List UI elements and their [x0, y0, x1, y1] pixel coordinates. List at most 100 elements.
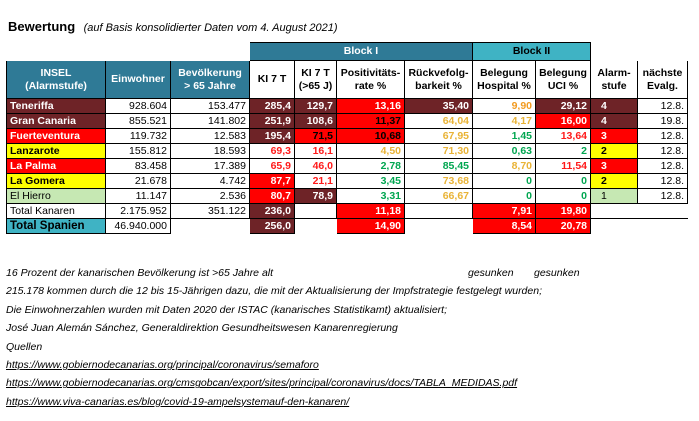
block-1-label: Block I [249, 42, 473, 61]
total-kanaren-hosp: 7,91 [472, 203, 536, 219]
source-link-tabla-medidas[interactable]: https://www.gobiernodecanarias.org/cmsgo… [6, 377, 518, 390]
total-kanaren-empty [294, 203, 337, 219]
cell-einwohner: 855.521 [105, 113, 171, 129]
cell-alarmstufe: 3 [590, 158, 638, 174]
total-spanien-empty [295, 219, 337, 234]
cell-hosp: 0 [472, 188, 536, 204]
total-kanaren-label: Total Kanaren [6, 203, 106, 219]
cell-einwohner: 155.812 [105, 143, 171, 159]
total-kanaren-empty [590, 203, 638, 219]
total-spanien-empty [405, 219, 473, 234]
cell-insel: La Gomera [6, 173, 106, 189]
cell-eval: 12.8. [637, 188, 688, 204]
total-spanien-label: Total Spanien [6, 218, 106, 234]
cell-alarmstufe: 2 [590, 143, 638, 159]
block-2-label: Block II [472, 42, 591, 61]
cell-ki7t65: 21,1 [294, 173, 337, 189]
cell-rueckverfolg: 85,45 [404, 158, 473, 174]
cell-hosp: 1,45 [472, 128, 536, 144]
cell-hosp: 8,70 [472, 158, 536, 174]
total-kanaren-ki7t: 236,0 [249, 203, 295, 219]
cell-rueckverfolg: 35,40 [404, 98, 473, 114]
cell-ki7t: 80,7 [249, 188, 295, 204]
cell-uci: 0 [535, 188, 591, 204]
total-kanaren-uci: 19,80 [535, 203, 591, 219]
table-row: El Hierro 11.147 2.536 80,7 78,9 3,31 66… [6, 188, 688, 204]
cell-bev65: 4.742 [170, 173, 250, 189]
cell-eval: 12.8. [637, 98, 688, 114]
cell-einwohner: 119.732 [105, 128, 171, 144]
cell-ki7t: 87,7 [249, 173, 295, 189]
cell-rueckverfolg: 66,67 [404, 188, 473, 204]
cell-eval: 12.8. [637, 158, 688, 174]
col-rueckverfolg: Rückvefolg-barkeit % [404, 60, 473, 99]
table-row: La Gomera 21.678 4.742 87,7 21,1 3,45 73… [6, 173, 688, 189]
col-belegung-hosp: Belegung Hospital % [472, 60, 536, 99]
cell-alarmstufe: 3 [590, 128, 638, 144]
cell-ki7t: 65,9 [249, 158, 295, 174]
cell-ki7t: 285,4 [249, 98, 295, 114]
source-link-semaforo[interactable]: https://www.gobiernodecanarias.org/princ… [6, 358, 319, 371]
table-row: La Palma 83.458 17.389 65,9 46,0 2,78 85… [6, 158, 688, 174]
cell-alarmstufe: 4 [590, 98, 638, 114]
cell-hosp: 9,90 [472, 98, 536, 114]
note-gesunken-hosp: gesunken [468, 267, 514, 279]
note-line-2: 215.178 kommen durch die 12 bis 15-Jähri… [6, 285, 542, 298]
col-belegung-uci: Belegung UCI % [535, 60, 591, 99]
cell-uci: 11,54 [535, 158, 591, 174]
block-spacer-right [591, 43, 688, 61]
cell-hosp: 4,17 [472, 113, 536, 129]
col-einwohner: Einwohner [105, 60, 171, 99]
total-spanien-einwohner: 46.940.000 [105, 218, 171, 234]
cell-alarmstufe: 2 [590, 173, 638, 189]
cell-bev65: 141.802 [170, 113, 250, 129]
cell-ki7t65: 108,6 [294, 113, 337, 129]
table-row: Fuerteventura 119.732 12.583 195,4 71,5 … [6, 128, 688, 144]
cell-uci: 29,12 [535, 98, 591, 114]
cell-positivitaet: 3,45 [336, 173, 405, 189]
cell-insel: La Palma [6, 158, 106, 174]
column-header-row: INSEL (Alarmstufe) Einwohner Bevölkerung… [6, 60, 688, 99]
note-sources-heading: Quellen [6, 340, 43, 353]
cell-bev65: 153.477 [170, 98, 250, 114]
cell-rueckverfolg: 67,95 [404, 128, 473, 144]
cell-alarmstufe: 4 [590, 113, 638, 129]
cell-bev65: 18.593 [170, 143, 250, 159]
cell-uci: 0 [535, 173, 591, 189]
cell-ki7t: 69,3 [249, 143, 295, 159]
block-spacer [7, 43, 250, 61]
block-header-row: Block I Block II [7, 42, 688, 61]
cell-eval: 12.8. [637, 173, 688, 189]
cell-insel: Fuerteventura [6, 128, 106, 144]
source-link-viva-canarias[interactable]: https://www.viva-canarias.es/blog/covid-… [6, 395, 350, 408]
cell-rueckverfolg: 73,68 [404, 173, 473, 189]
col-positivitaet: Positivitäts-rate % [336, 60, 405, 99]
cell-rueckverfolg: 71,30 [404, 143, 473, 159]
total-spanien-row: Total Spanien 46.940.000 256,0 14,90 8,5… [6, 218, 688, 234]
col-insel: INSEL (Alarmstufe) [6, 60, 106, 99]
total-spanien-hosp: 8,54 [472, 218, 536, 234]
table-row: Lanzarote 155.812 18.593 69,3 16,1 4,50 … [6, 143, 688, 159]
cell-hosp: 0 [472, 173, 536, 189]
col-ki7t65: KI 7 T (>65 J) [294, 60, 337, 99]
cell-positivitaet: 13,16 [336, 98, 405, 114]
total-spanien-empty [638, 219, 688, 234]
notes-section: 16 Prozent der kanarischen Bevölkerung i… [6, 264, 696, 411]
cell-insel: Lanzarote [6, 143, 106, 159]
total-kanaren-empty [404, 203, 473, 219]
report-subtitle: (auf Basis konsolidierter Daten vom 4. A… [83, 22, 338, 34]
cell-alarmstufe: 1 [590, 188, 638, 204]
cell-eval: 19.8. [637, 113, 688, 129]
note-population-share: 16 Prozent der kanarischen Bevölkerung i… [6, 267, 274, 279]
total-kanaren-bev65: 351.122 [170, 203, 250, 219]
cell-uci: 13,64 [535, 128, 591, 144]
cell-ki7t65: 46,0 [294, 158, 337, 174]
cell-insel: El Hierro [6, 188, 106, 204]
cell-ki7t65: 129,7 [294, 98, 337, 114]
total-spanien-uci: 20,78 [535, 218, 591, 234]
cell-einwohner: 83.458 [105, 158, 171, 174]
cell-positivitaet: 4,50 [336, 143, 405, 159]
cell-hosp: 0,63 [472, 143, 536, 159]
cell-ki7t: 195,4 [249, 128, 295, 144]
total-spanien-pos: 14,90 [336, 218, 405, 234]
